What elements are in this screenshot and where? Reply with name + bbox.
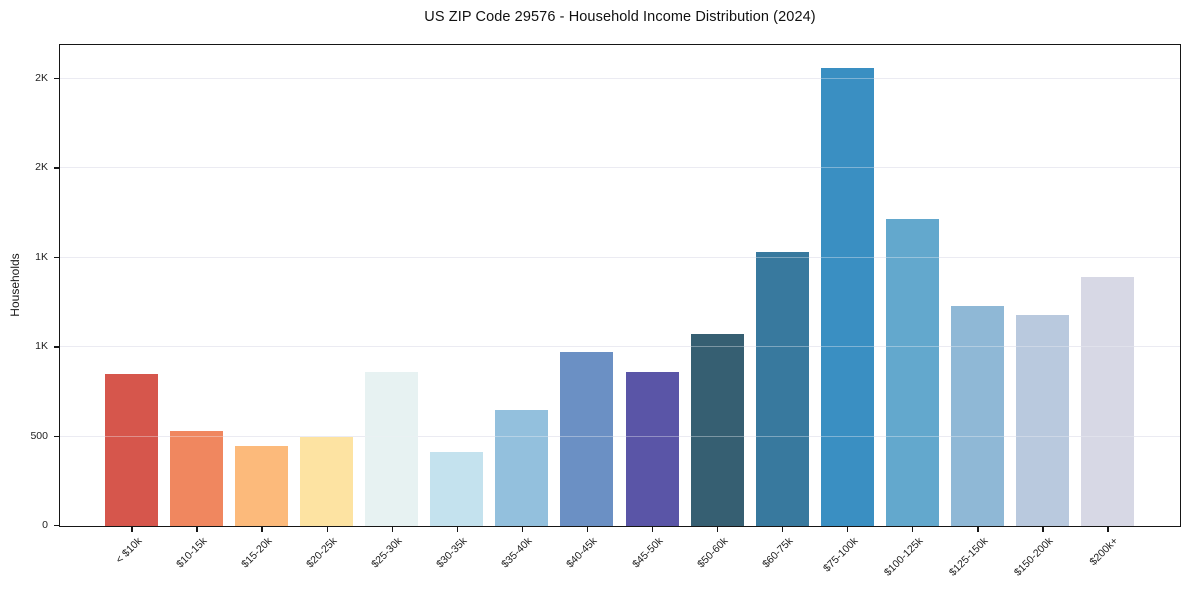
gridline bbox=[60, 167, 1180, 169]
x-tick-mark bbox=[651, 527, 654, 532]
x-tick-mark bbox=[586, 527, 589, 532]
bar-$125-150k bbox=[950, 306, 1004, 526]
gridline bbox=[60, 78, 1180, 80]
x-tick-label: $50-60k bbox=[694, 535, 731, 571]
bar-$200k+ bbox=[1081, 276, 1134, 526]
x-tick-label: $200k+ bbox=[1087, 535, 1121, 569]
x-tick-label: $75-100k bbox=[820, 535, 861, 575]
x-tick-label: $10-15k bbox=[174, 535, 210, 571]
bar-$50-60k bbox=[690, 333, 744, 526]
x-tick-label: $40-45k bbox=[564, 535, 600, 571]
y-tick-label: 1K bbox=[35, 250, 48, 263]
x-tick-label: $30-35k bbox=[434, 535, 470, 571]
bar-$10-15k bbox=[170, 431, 224, 526]
y-tick-mark bbox=[54, 346, 59, 348]
x-tick-label: < $10k bbox=[113, 535, 145, 566]
x-tick-mark bbox=[326, 527, 328, 532]
y-tick-mark bbox=[54, 435, 59, 437]
x-tick-mark bbox=[391, 527, 393, 532]
bar-$20-25k bbox=[300, 436, 354, 526]
x-tick-label: $100-125k bbox=[881, 535, 926, 579]
y-tick-label: 2K bbox=[35, 161, 48, 174]
y-tick-label: 2K bbox=[35, 72, 48, 85]
bar-$35-40k bbox=[495, 409, 549, 526]
x-tick-mark bbox=[131, 527, 133, 532]
x-tick-mark bbox=[716, 527, 719, 532]
x-tick-label: $150-200k bbox=[1011, 535, 1056, 579]
gridline bbox=[60, 256, 1180, 258]
gridline bbox=[60, 435, 1180, 437]
x-tick-mark bbox=[977, 527, 979, 532]
x-tick-mark bbox=[1042, 527, 1044, 532]
x-tick-label: $15-20k bbox=[239, 535, 275, 571]
x-tick-mark bbox=[847, 527, 849, 532]
bar-< $10k bbox=[105, 374, 158, 526]
chart-title: US ZIP Code 29576 - Household Income Dis… bbox=[424, 9, 816, 25]
y-tick-mark bbox=[54, 525, 59, 527]
x-tick-mark bbox=[521, 527, 524, 532]
bar-$15-20k bbox=[235, 446, 289, 526]
y-tick-label: 500 bbox=[30, 429, 48, 442]
x-tick-label: $35-40k bbox=[499, 535, 535, 571]
gridlines-back bbox=[60, 45, 1180, 526]
gridline bbox=[60, 346, 1180, 348]
y-tick-mark bbox=[54, 78, 59, 80]
bar-$25-30k bbox=[365, 372, 419, 526]
x-axis: < $10k $10-15k $15-20k $20-25k $25-30k $30-35… bbox=[59, 527, 1181, 590]
x-tick-mark bbox=[782, 527, 784, 532]
x-tick-mark bbox=[261, 527, 263, 532]
x-tick-label: $20-25k bbox=[304, 535, 340, 571]
bar-$30-35k bbox=[430, 451, 484, 526]
bar-$45-50k bbox=[625, 372, 679, 526]
y-tick-label: 0 bbox=[42, 519, 48, 531]
bar-$150-200k bbox=[1015, 315, 1069, 526]
bar-$40-45k bbox=[560, 351, 614, 526]
x-tick-label: $125-150k bbox=[946, 535, 991, 579]
x-tick-mark bbox=[1107, 527, 1109, 532]
x-tick-mark bbox=[912, 527, 914, 532]
bars-layer bbox=[60, 45, 1180, 526]
plot-area bbox=[59, 44, 1181, 527]
x-tick-label: $60-75k bbox=[759, 535, 796, 571]
x-tick-mark bbox=[456, 527, 458, 532]
y-tick-mark bbox=[54, 167, 59, 169]
bar-$100-125k bbox=[885, 219, 939, 526]
y-axis: 0 500 1K 1K 2K 2K bbox=[0, 44, 59, 531]
x-tick-mark bbox=[196, 527, 198, 532]
bar-$75-100k bbox=[820, 68, 874, 526]
x-tick-label: $45-50k bbox=[629, 535, 666, 571]
y-tick-mark bbox=[54, 256, 59, 259]
y-tick-label: 1K bbox=[35, 340, 48, 353]
x-tick-label: $25-30k bbox=[369, 535, 405, 571]
bar-$60-75k bbox=[755, 251, 809, 526]
